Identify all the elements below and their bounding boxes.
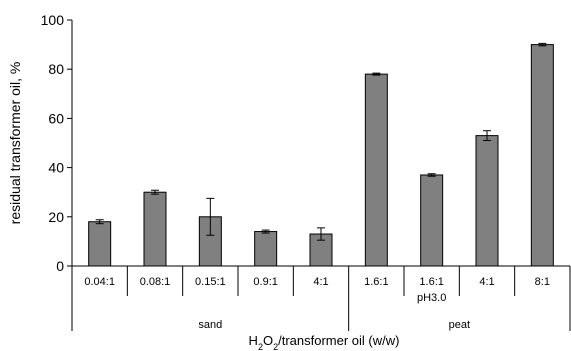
bar-3	[254, 231, 278, 267]
error-bar-6	[427, 173, 436, 177]
labels-layer: 0 20 40 60 80 100 0.04:1 0.08:1 0.15:1 0.9:1 4:1 1.…	[41, 12, 550, 331]
x-tick-label-6: 1.6:1	[419, 276, 443, 288]
y-tick-label-0: 0	[56, 258, 64, 274]
y-axis-label: residual transformer oil, %	[7, 62, 23, 225]
x-tick-label-7: 4:1	[479, 276, 494, 288]
x-tick-label-8: 8:1	[535, 276, 550, 288]
x-tick-label-3: 0.9:1	[253, 276, 277, 288]
error-bar-4	[317, 227, 325, 241]
axes-layer	[67, 19, 571, 331]
x-tick-label-4: 4:1	[313, 276, 328, 288]
group-label-sand: sand	[198, 319, 222, 331]
x-axis-label-part-1: 2	[258, 342, 263, 351]
y-tick-label-4: 80	[48, 61, 64, 77]
x-tick-sublabel-6: pH3.0	[417, 292, 446, 304]
y-tick-label-2: 40	[48, 160, 64, 176]
bar-0	[88, 221, 112, 267]
x-axis-label-part-3: 2	[273, 342, 278, 351]
error-bar-0	[95, 219, 104, 225]
y-tick-label-3: 60	[48, 110, 64, 126]
x-tick-label-1: 0.08:1	[140, 276, 171, 288]
x-axis-label-part-4: /transformer oil (w/w)	[278, 333, 399, 348]
error-bar-8	[538, 42, 547, 47]
x-tick-label-0: 0.04:1	[84, 276, 115, 288]
group-label-peat: peat	[449, 319, 470, 331]
error-bar-1	[151, 189, 159, 195]
bars-layer	[88, 42, 554, 267]
bar-7	[475, 135, 499, 267]
y-tick-label-5: 100	[41, 12, 65, 28]
error-bar-2	[206, 197, 215, 236]
x-tick-label-5: 1.6:1	[364, 276, 388, 288]
error-bar-3	[261, 229, 270, 234]
bar-1	[143, 191, 167, 267]
error-bar-5	[372, 72, 381, 76]
bar-5	[364, 73, 388, 267]
x-axis-label: H2O2/transformer oil (w/w)	[249, 333, 400, 351]
bar-8	[530, 44, 554, 267]
error-bar-7	[483, 130, 491, 142]
y-tick-label-1: 20	[48, 209, 64, 225]
bar-6	[420, 174, 444, 267]
x-axis-label-part-2: O	[263, 333, 273, 348]
x-tick-label-2: 0.15:1	[195, 276, 226, 288]
x-axis-label-part-0: H	[249, 333, 258, 348]
